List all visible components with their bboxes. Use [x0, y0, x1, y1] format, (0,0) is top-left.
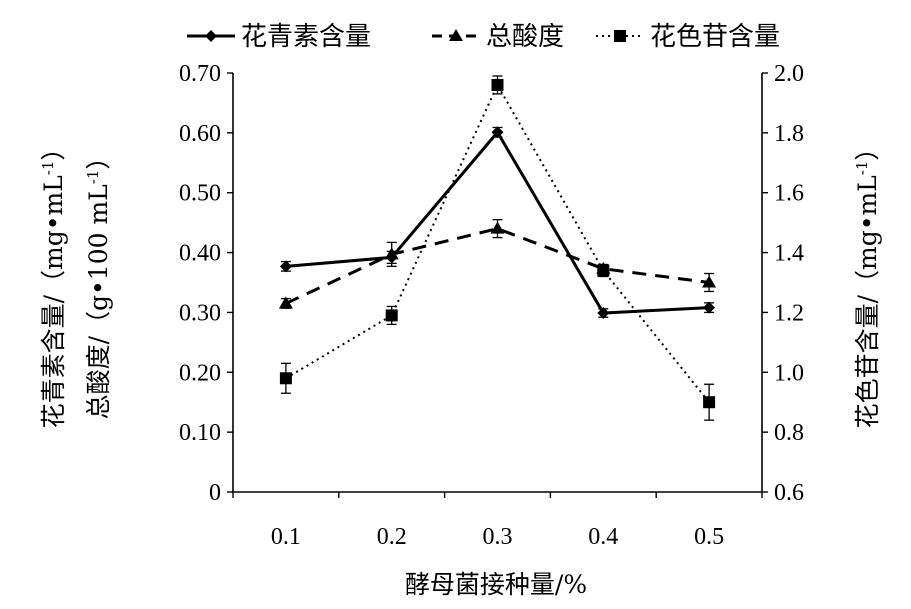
data-point-square: [385, 309, 398, 322]
legend-marker-triangle: [449, 29, 463, 41]
data-point-square: [279, 372, 292, 385]
left-axis-title-2: 总酸度/（g•100 mL-1）: [84, 145, 113, 420]
right-axis-title-close: ）: [853, 136, 882, 161]
left-tick-label: 0.60: [179, 121, 221, 147]
left-tick-label: 0.50: [179, 181, 221, 207]
right-tick-label: 1.8: [774, 121, 804, 147]
left-axis-title-1-close: ）: [39, 136, 68, 161]
legend-marker-diamond: [205, 30, 217, 42]
series-square: [279, 75, 716, 421]
data-point-triangle: [490, 221, 505, 234]
data-point-square: [597, 264, 610, 277]
data-point-diamond: [703, 301, 716, 314]
data-point-diamond: [279, 260, 292, 273]
legend-marker-square: [614, 30, 626, 42]
right-axis-title-superscript: -1: [853, 161, 871, 176]
data-point-triangle: [702, 275, 717, 288]
axes: 0 0.10 0.20 0.30 0.40 0.50 0.60 0.70 0.6 0.8 1.0 1.…: [179, 61, 804, 550]
left-tick-label: 0.20: [179, 360, 221, 386]
left-axis-title-1-text: 花青素含量/（mg•mL: [39, 175, 68, 428]
data-point-diamond: [491, 126, 504, 139]
data-point-square: [703, 396, 716, 409]
series-layer: [278, 75, 717, 421]
series-line-dashed: [285, 227, 710, 305]
data-point-square: [491, 78, 504, 91]
series-triangle: [278, 218, 717, 309]
right-tick-label: 1.2: [774, 300, 804, 326]
right-axis-title-text: 花色苷含量/（mg•mL: [853, 175, 882, 428]
left-tick-label: 0.40: [179, 241, 221, 267]
x-tick-label: 0.4: [588, 524, 618, 550]
x-tick-label: 0.1: [271, 524, 301, 550]
left-tick-label: 0: [209, 480, 221, 506]
legend: 花青素含量 总酸度 花色苷含量: [187, 22, 780, 52]
left-tick-label: 0.10: [179, 420, 221, 446]
left-tick-label: 0.30: [179, 300, 221, 326]
x-tick-label: 0.2: [377, 524, 407, 550]
right-tick-label: 1.4: [774, 241, 804, 267]
data-point-triangle: [384, 247, 399, 260]
legend-label: 花色苷含量: [650, 22, 780, 52]
left-axis-title-1-superscript: -1: [39, 161, 57, 176]
data-point-diamond: [597, 307, 610, 320]
x-tick-label: 0.3: [483, 524, 513, 550]
left-axis-title-2-close: ）: [84, 145, 113, 170]
axis-titles: 酵母菌接种量/% 花青素含量/（mg•mL-1）总酸度/（g•100 mL-1）…: [39, 136, 882, 599]
left-axis-title-2-superscript: -1: [84, 170, 102, 185]
right-tick-label: 0.8: [774, 420, 804, 446]
right-tick-label: 1.0: [774, 360, 804, 386]
right-tick-label: 1.6: [774, 181, 804, 207]
right-axis-title: 花色苷含量/（mg•mL-1）: [853, 136, 882, 429]
right-tick-label: 0.6: [774, 480, 804, 506]
left-axis-title-2-text: 总酸度/（g•100 mL: [84, 184, 113, 419]
right-tick-label: 2.0: [774, 61, 804, 87]
data-point-triangle: [278, 296, 293, 309]
x-tick-label: 0.5: [694, 524, 724, 550]
legend-label: 总酸度: [486, 22, 564, 52]
x-axis-title: 酵母菌接种量/%: [405, 570, 587, 599]
legend-label: 花青素含量: [241, 22, 371, 52]
left-axis-title-1: 花青素含量/（mg•mL-1）: [39, 136, 68, 429]
left-tick-label: 0.70: [179, 61, 221, 87]
